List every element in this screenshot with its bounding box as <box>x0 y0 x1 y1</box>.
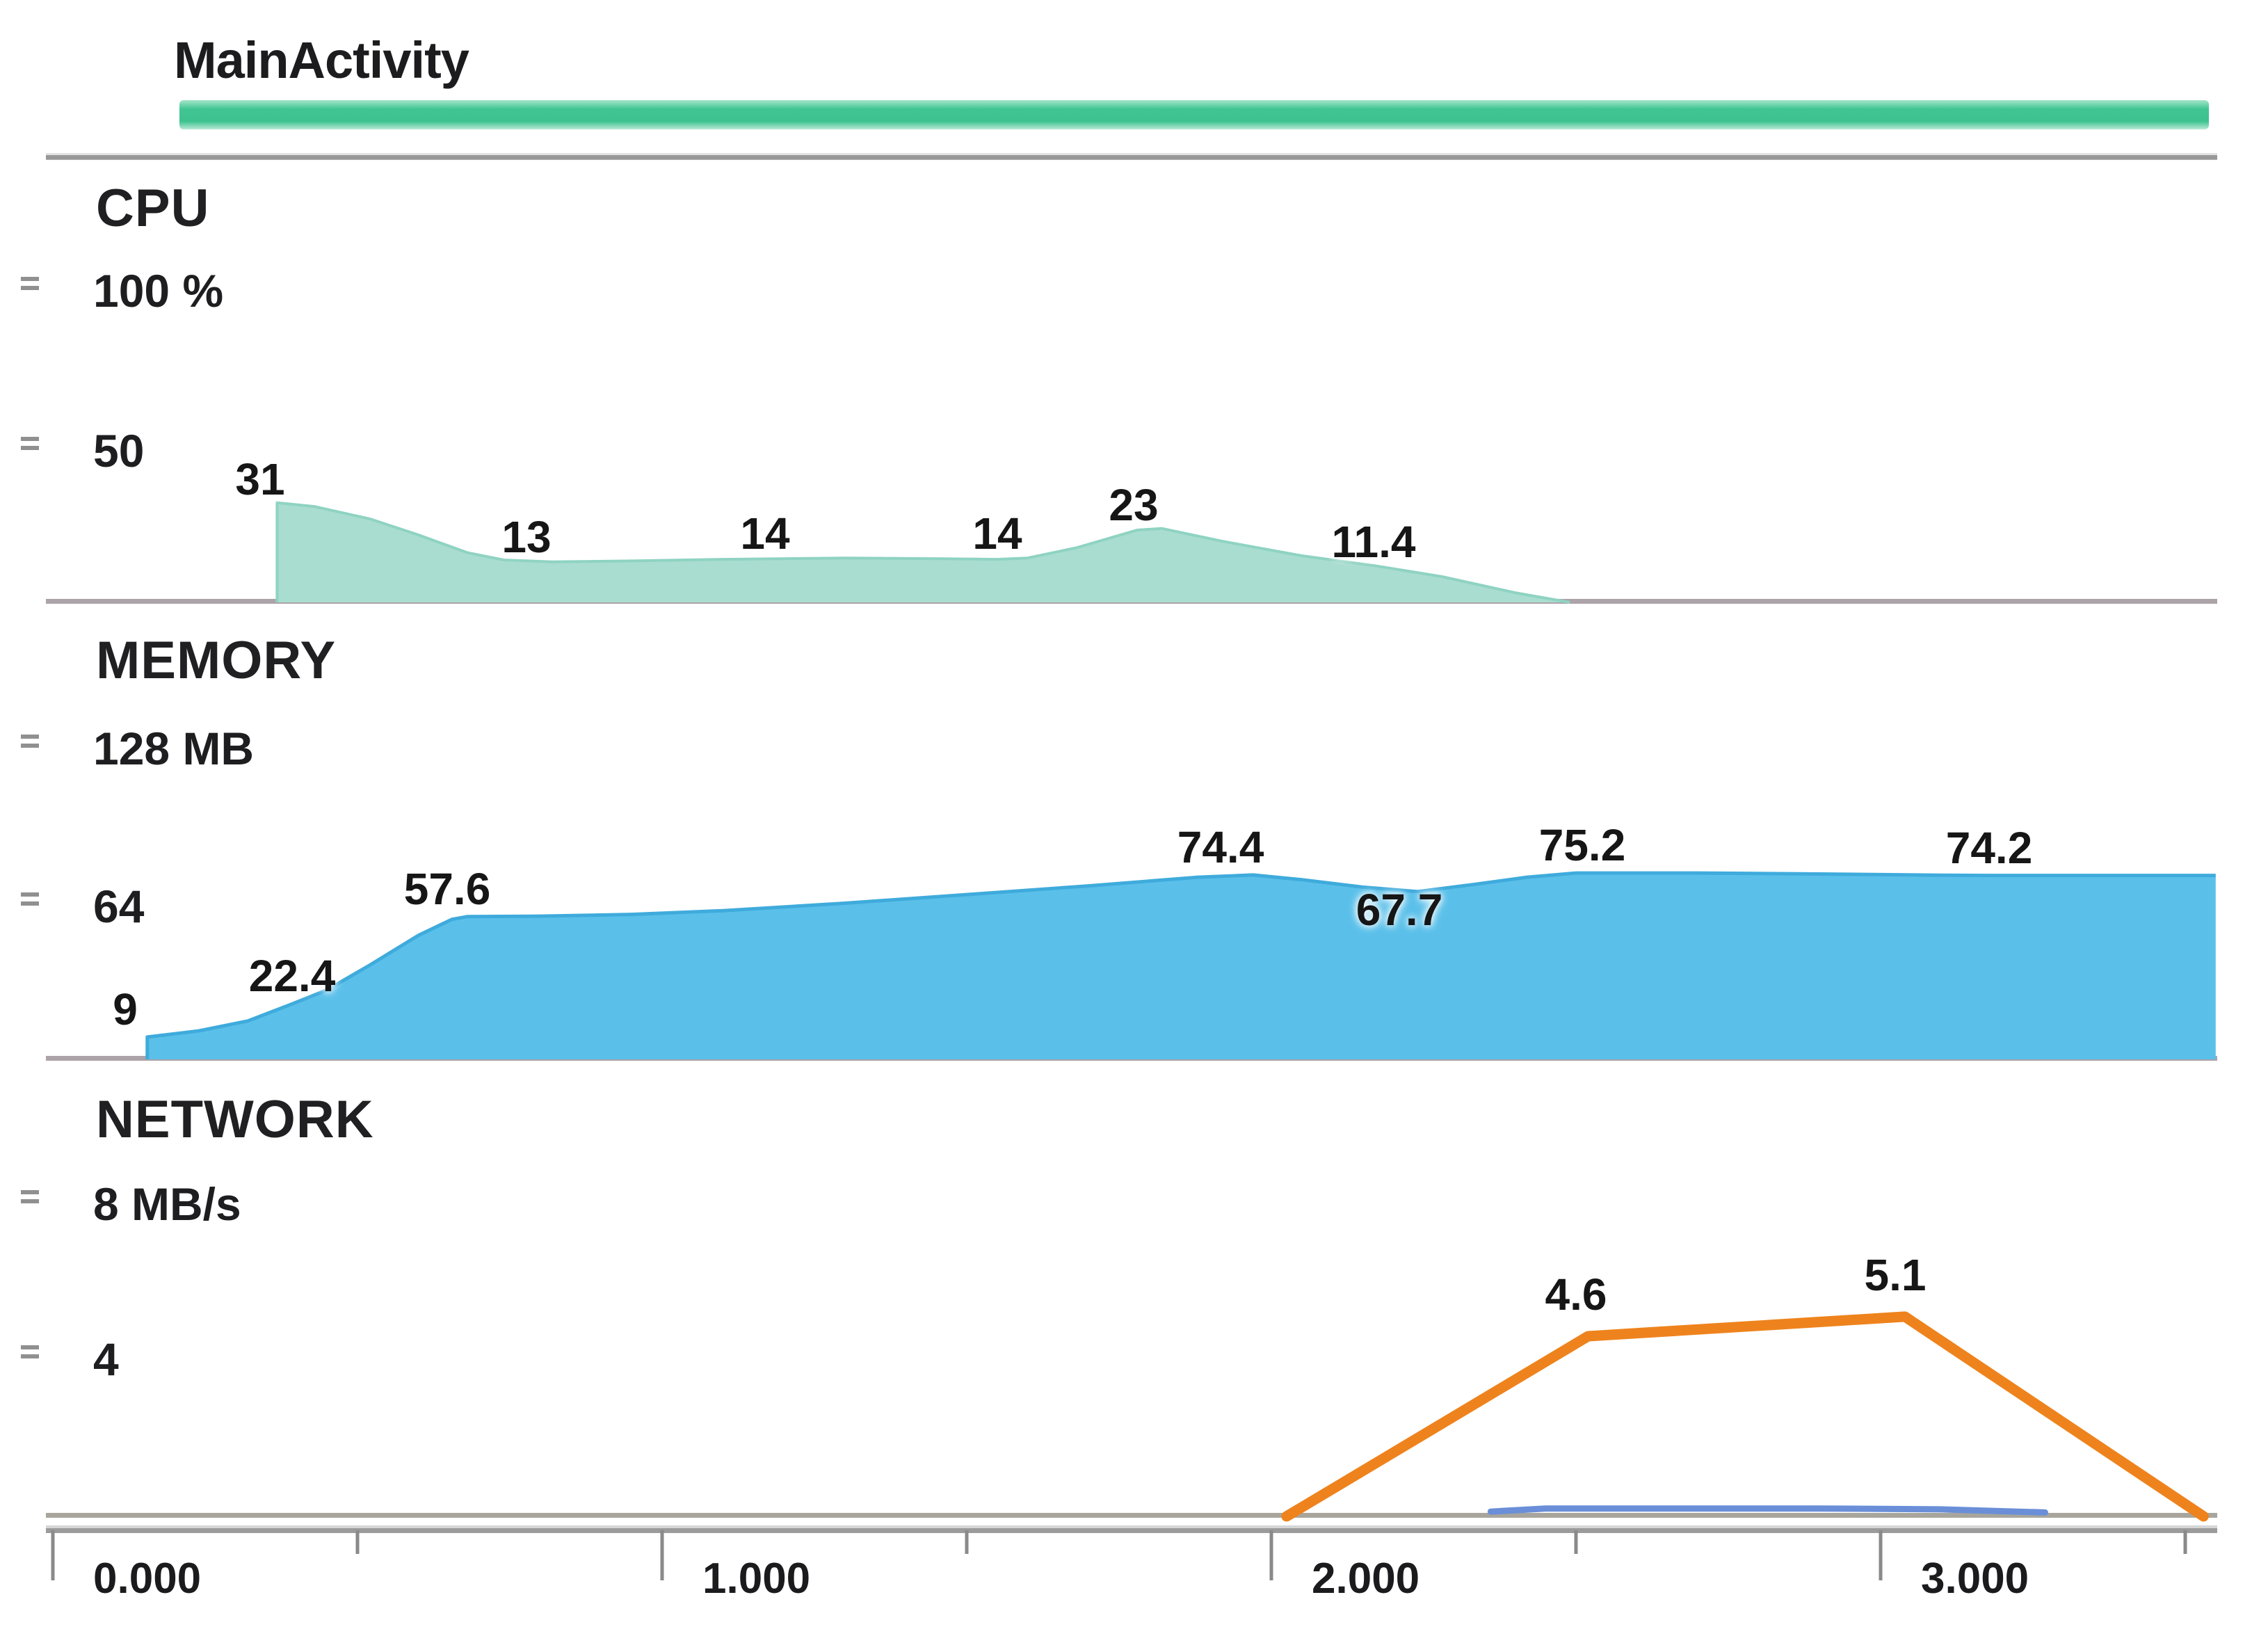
data-label: 57.6 <box>403 864 491 914</box>
network-axis-tick-4: 4 <box>93 1333 119 1385</box>
data-label: 22.4 <box>248 951 336 1001</box>
cpu-tick-mark-100 <box>21 277 39 295</box>
memory-axis-tick-128: 128 MB <box>93 723 255 774</box>
cpu-axis-tick-100: 100 % <box>93 265 224 316</box>
cpu-baseline <box>46 599 2217 604</box>
data-label: 11.4 <box>1331 517 1416 567</box>
data-label: 75.2 <box>1538 820 1626 870</box>
activity-label: MainActivity <box>174 31 469 89</box>
data-label: 14 <box>972 508 1022 559</box>
x-axis-ticks <box>51 1530 2187 1580</box>
activity-timeline-bar[interactable] <box>179 100 2209 129</box>
network-baseline <box>46 1513 2217 1518</box>
cpu-axis-tick-50: 50 <box>93 425 145 476</box>
x-axis-label: 3.000 <box>1921 1555 2029 1603</box>
data-label: 23 <box>1109 480 1159 530</box>
network-tick-mark-4 <box>21 1345 39 1363</box>
network-section-title: NETWORK <box>96 1090 374 1149</box>
data-label: 74.4 <box>1177 822 1264 872</box>
memory-tick-mark-64 <box>21 892 39 911</box>
data-label: 4.6 <box>1545 1269 1607 1320</box>
data-label: 31 <box>235 454 285 504</box>
memory-baseline <box>46 1056 2217 1061</box>
memory-tick-mark-128 <box>21 735 39 753</box>
data-label: 14 <box>740 508 790 559</box>
data-label: 74.2 <box>1945 823 2033 873</box>
x-axis-label: 0.000 <box>93 1555 202 1603</box>
data-label: 67.7 <box>1356 885 1443 935</box>
network-tick-mark-8 <box>21 1190 39 1208</box>
x-axis-label: 2.000 <box>1312 1555 1420 1603</box>
network-axis-tick-8: 8 MB/s <box>93 1178 241 1230</box>
memory-section-title: MEMORY <box>96 631 337 690</box>
x-axis-label: 1.000 <box>702 1555 811 1603</box>
cpu-section-title: CPU <box>96 179 210 238</box>
memory-axis-tick-64: 64 <box>93 881 145 932</box>
data-label: 5.1 <box>1864 1250 1927 1300</box>
time-ruler-highlight <box>46 1525 2217 1528</box>
network-received-line[interactable] <box>1487 1505 2048 1516</box>
time-ruler[interactable] <box>46 1528 2217 1533</box>
network-sent-line[interactable] <box>1281 1311 2209 1522</box>
cpu-tick-mark-50 <box>21 437 39 455</box>
data-label: 9 <box>113 984 138 1034</box>
data-label: 13 <box>501 512 552 562</box>
header-divider <box>46 153 2217 160</box>
